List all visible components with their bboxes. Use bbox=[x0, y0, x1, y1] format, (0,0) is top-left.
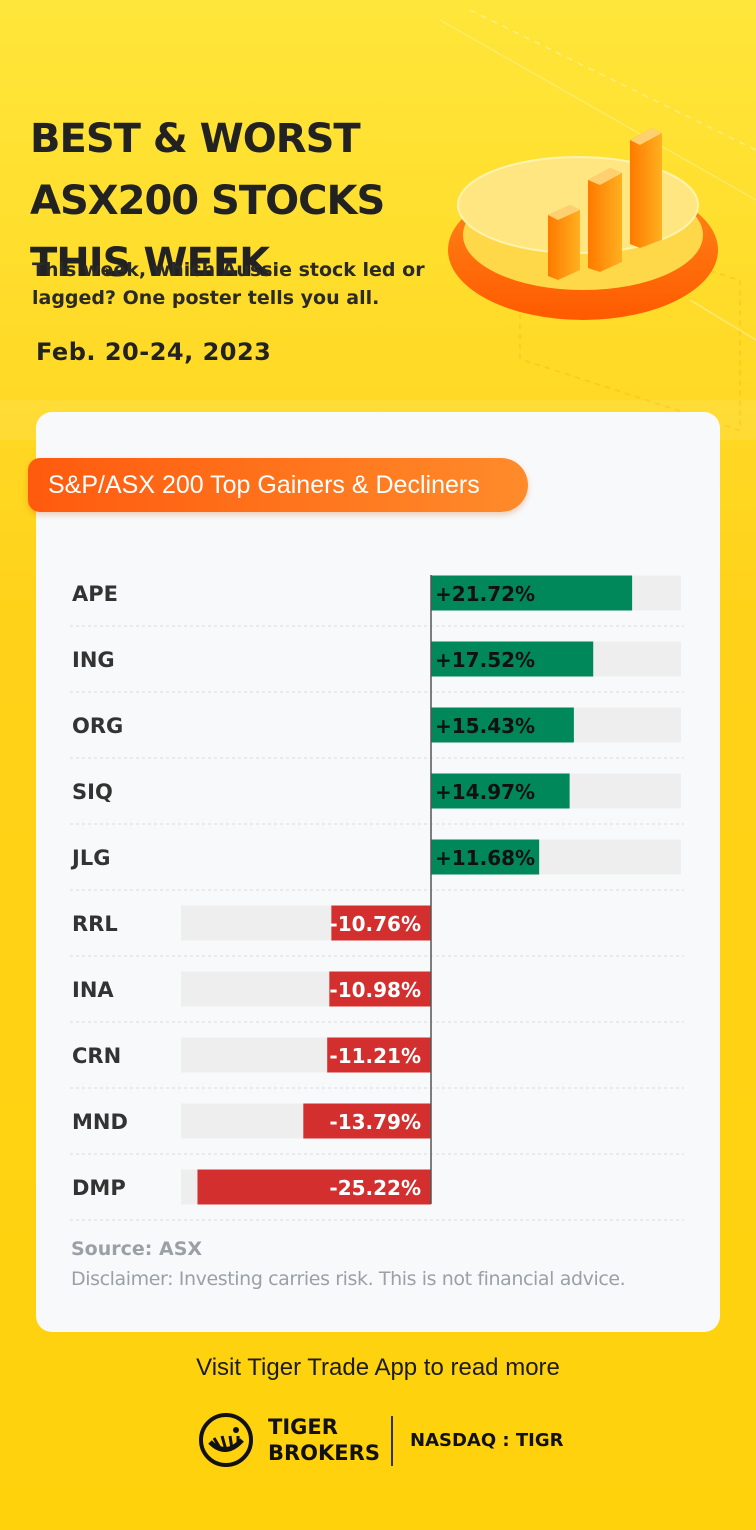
brand-line-1: TIGER bbox=[268, 1415, 338, 1439]
logo-divider bbox=[391, 1416, 393, 1466]
bar-jlg bbox=[431, 839, 540, 875]
value-label-jlg: +11.68% bbox=[435, 846, 535, 870]
value-label-ina: -10.98% bbox=[329, 978, 421, 1002]
value-label-rrl: -10.76% bbox=[329, 912, 421, 936]
bar-org bbox=[431, 707, 574, 743]
bar-crn bbox=[327, 1037, 431, 1073]
page-title: BEST & WORST ASX200 STOCKS THIS WEEK bbox=[30, 116, 385, 286]
disclaimer-note: Disclaimer: Investing carries risk. This… bbox=[71, 1268, 626, 1290]
value-label-crn: -11.21% bbox=[329, 1044, 421, 1068]
cta-text[interactable]: Visit Tiger Trade App to read more bbox=[196, 1354, 560, 1381]
category-label-siq: SIQ bbox=[72, 780, 113, 804]
source-note: Source: ASX bbox=[71, 1238, 203, 1260]
brand-name: TIGER BROKERS bbox=[268, 1414, 380, 1466]
chart-title-pill: S&P/ASX 200 Top Gainers & Decliners bbox=[28, 458, 528, 512]
value-label-ing: +17.52% bbox=[435, 648, 535, 672]
value-label-mnd: -13.79% bbox=[329, 1110, 421, 1134]
value-label-dmp: -25.22% bbox=[329, 1176, 421, 1200]
date-range: Feb. 20-24, 2023 bbox=[36, 338, 272, 366]
category-label-org: ORG bbox=[72, 714, 123, 738]
value-label-siq: +14.97% bbox=[435, 780, 535, 804]
ticker-label: NASDAQ : TIGR bbox=[410, 1430, 564, 1451]
brand-line-2: BROKERS bbox=[268, 1441, 380, 1465]
category-label-mnd: MND bbox=[72, 1110, 128, 1134]
category-label-crn: CRN bbox=[72, 1044, 121, 1068]
bar-rrl bbox=[331, 905, 431, 941]
bar-mnd bbox=[303, 1103, 431, 1139]
page-subtitle: This week, which Aussie stock led or lag… bbox=[32, 259, 425, 309]
bar-ing bbox=[431, 641, 594, 677]
value-label-org: +15.43% bbox=[435, 714, 535, 738]
category-label-jlg: JLG bbox=[70, 846, 110, 870]
category-label-ape: APE bbox=[72, 582, 118, 606]
category-label-rrl: RRL bbox=[72, 912, 118, 936]
bar-siq bbox=[431, 773, 570, 809]
tiger-brokers-logo: TIGER BROKERS NASDAQ : TIGR bbox=[198, 1410, 578, 1472]
category-label-ing: ING bbox=[72, 648, 115, 672]
bar-ina bbox=[329, 971, 431, 1007]
value-label-ape: +21.72% bbox=[435, 582, 535, 606]
bar-ape bbox=[431, 575, 633, 611]
tiger-logo-icon bbox=[199, 1413, 253, 1467]
bar-dmp bbox=[197, 1169, 431, 1205]
category-label-dmp: DMP bbox=[72, 1176, 126, 1200]
category-label-ina: INA bbox=[72, 978, 114, 1002]
